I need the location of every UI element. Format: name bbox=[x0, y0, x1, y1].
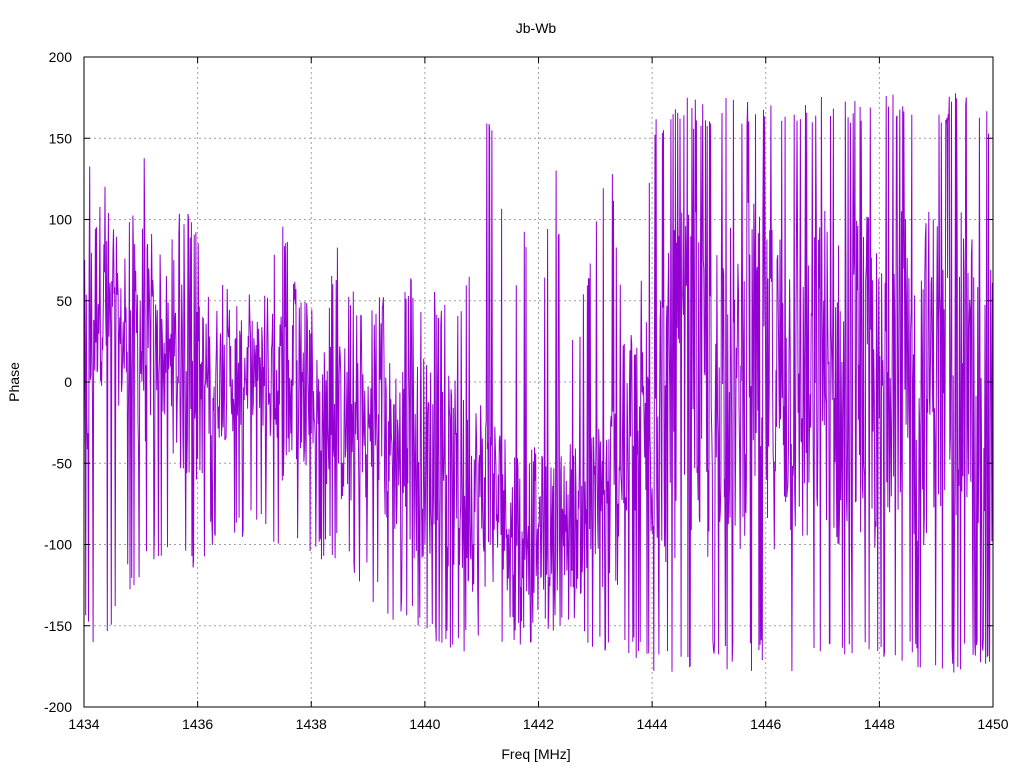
x-tick-label: 1448 bbox=[864, 716, 895, 732]
data-layer bbox=[83, 93, 994, 673]
y-tick-label: -150 bbox=[44, 618, 72, 634]
y-tick-label: 200 bbox=[49, 49, 73, 65]
phase-series-line bbox=[83, 93, 994, 673]
x-tick-label: 1438 bbox=[296, 716, 327, 732]
plot-frame bbox=[83, 56, 994, 708]
axis-layer: 1434 1436 1438 1440 1442 1444 1446 1448 1450 -200… bbox=[44, 49, 1009, 732]
x-tick-label: 1440 bbox=[409, 716, 440, 732]
y-tick-label: -100 bbox=[44, 537, 72, 553]
chart-title: Jb-Wb bbox=[516, 20, 557, 36]
y-tick-label: 0 bbox=[64, 374, 72, 390]
y-tick-label: 150 bbox=[49, 130, 73, 146]
x-tick-label: 1450 bbox=[977, 716, 1008, 732]
y-tick-label: 100 bbox=[49, 212, 73, 228]
y-tick-label: -50 bbox=[52, 455, 72, 471]
x-axis-label: Freq [MHz] bbox=[501, 746, 570, 762]
y-axis-label: Phase bbox=[6, 362, 22, 402]
y-tick-label: 50 bbox=[56, 293, 72, 309]
x-tick-label: 1444 bbox=[637, 716, 668, 732]
x-tick-label: 1436 bbox=[182, 716, 213, 732]
x-tick-label: 1442 bbox=[523, 716, 554, 732]
x-tick-label: 1446 bbox=[750, 716, 781, 732]
x-tick-label: 1434 bbox=[68, 716, 99, 732]
y-tick-label: -200 bbox=[44, 699, 72, 715]
